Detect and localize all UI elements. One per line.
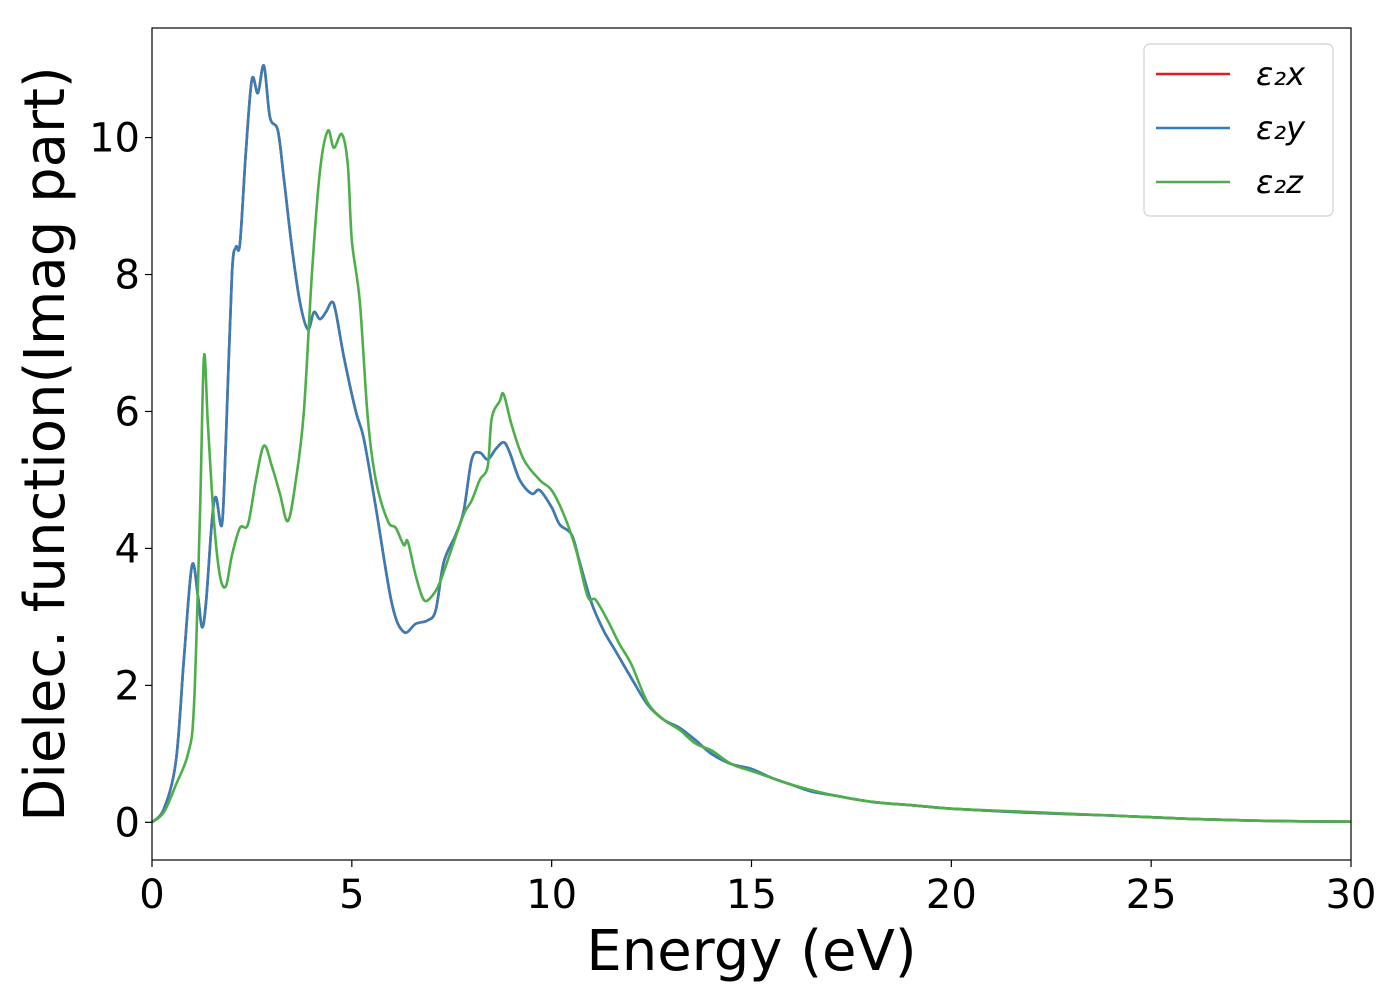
x-tick-label: 0 [139, 872, 164, 918]
legend-box [1143, 43, 1334, 217]
plot-area [152, 64, 1351, 824]
series-line-3 [152, 128, 1351, 824]
legend-label: ε₂x [1256, 55, 1306, 93]
x-axis-title: Energy (eV) [586, 919, 916, 984]
x-axis: 0 5 10 15 20 25 30 [139, 860, 1376, 918]
legend-label: ε₂y [1256, 109, 1306, 147]
y-tick-label: 4 [115, 526, 140, 572]
x-tick-label: 15 [726, 872, 777, 918]
y-tick-label: 2 [115, 663, 140, 709]
x-tick-label: 20 [926, 872, 977, 918]
x-tick-label: 10 [526, 872, 577, 918]
y-axis: 0 2 4 6 8 10 [89, 116, 152, 846]
x-tick-label: 30 [1326, 872, 1377, 918]
y-tick-label: 8 [115, 253, 140, 299]
legend: ε₂x ε₂y ε₂z [1143, 43, 1334, 217]
y-tick-label: 6 [115, 389, 140, 435]
x-tick-label: 25 [1126, 872, 1177, 918]
y-tick-label: 0 [115, 800, 140, 846]
plot-frame [151, 27, 1352, 861]
y-axis-title: Dielec. function(Imag part) [13, 66, 78, 822]
legend-label: ε₂z [1256, 163, 1304, 201]
y-tick-label: 10 [89, 116, 140, 162]
x-tick-label: 5 [339, 872, 364, 918]
